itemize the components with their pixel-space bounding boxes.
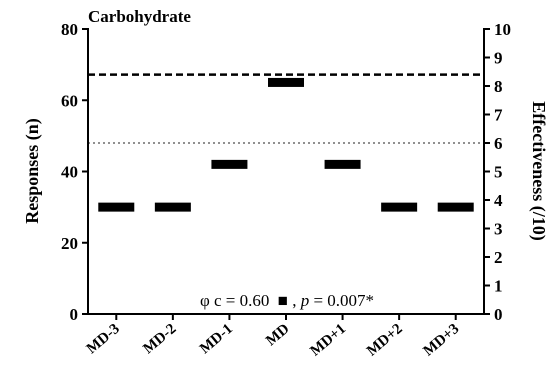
right-tick-label: 5: [494, 163, 503, 182]
right-tick-label: 7: [494, 106, 503, 125]
left-tick-label: 20: [61, 234, 78, 253]
chart-title: Carbohydrate: [88, 7, 191, 26]
x-tick-label: MD+1: [307, 321, 349, 360]
annotation-separator: ,: [292, 291, 301, 310]
right-tick-label: 3: [494, 220, 503, 239]
data-point: [381, 202, 418, 212]
right-tick-label: 9: [494, 49, 503, 68]
left-tick-label: 60: [61, 91, 78, 110]
data-marks: [98, 77, 474, 212]
x-tick-label: MD+3: [421, 321, 463, 360]
left-tick-label: 80: [61, 20, 78, 39]
right-tick-label: 10: [494, 20, 511, 39]
data-point: [211, 159, 248, 169]
left-tick-label: 40: [61, 163, 78, 182]
right-tick-label: 0: [494, 305, 503, 324]
phi-annotation: φ c = 0.60 ■ , p = 0.007*: [200, 291, 374, 310]
p-symbol: p: [300, 291, 310, 310]
x-tick-label: MD-1: [197, 321, 236, 357]
right-tick-label: 1: [494, 277, 503, 296]
right-tick-label: 2: [494, 248, 503, 267]
right-tick-label: 4: [494, 191, 503, 210]
x-tick-label: MD+2: [364, 321, 406, 360]
y-axis-title: Responses (n): [22, 118, 43, 224]
y2-axis-title: Effectiveness (/10): [528, 101, 549, 240]
data-point: [268, 77, 304, 87]
reference-lines: [88, 73, 484, 144]
data-point: [324, 159, 361, 169]
data-point: [98, 202, 135, 212]
data-point: [154, 202, 191, 212]
x-tick-label: MD-2: [140, 321, 179, 357]
x-tick-label: MD: [263, 321, 293, 349]
right-axis-ticks: 0 1 2 3 4 5 6 7 8 9 10: [484, 20, 511, 324]
x-axis-ticks: MD-3 MD-2 MD-1 MD MD+1 MD+2 MD+3: [84, 314, 462, 359]
left-axis-ticks: 0 20 40 60 80: [61, 20, 88, 324]
right-tick-label: 6: [494, 134, 503, 153]
axes: [87, 28, 485, 315]
right-tick-label: 8: [494, 77, 503, 96]
annotation-marker: ■: [278, 291, 288, 310]
left-tick-label: 0: [70, 305, 79, 324]
data-point: [437, 202, 474, 212]
p-value: = 0.007*: [313, 291, 374, 310]
phi-label: φ c = 0.60: [200, 291, 269, 310]
x-tick-label: MD-3: [84, 321, 123, 357]
